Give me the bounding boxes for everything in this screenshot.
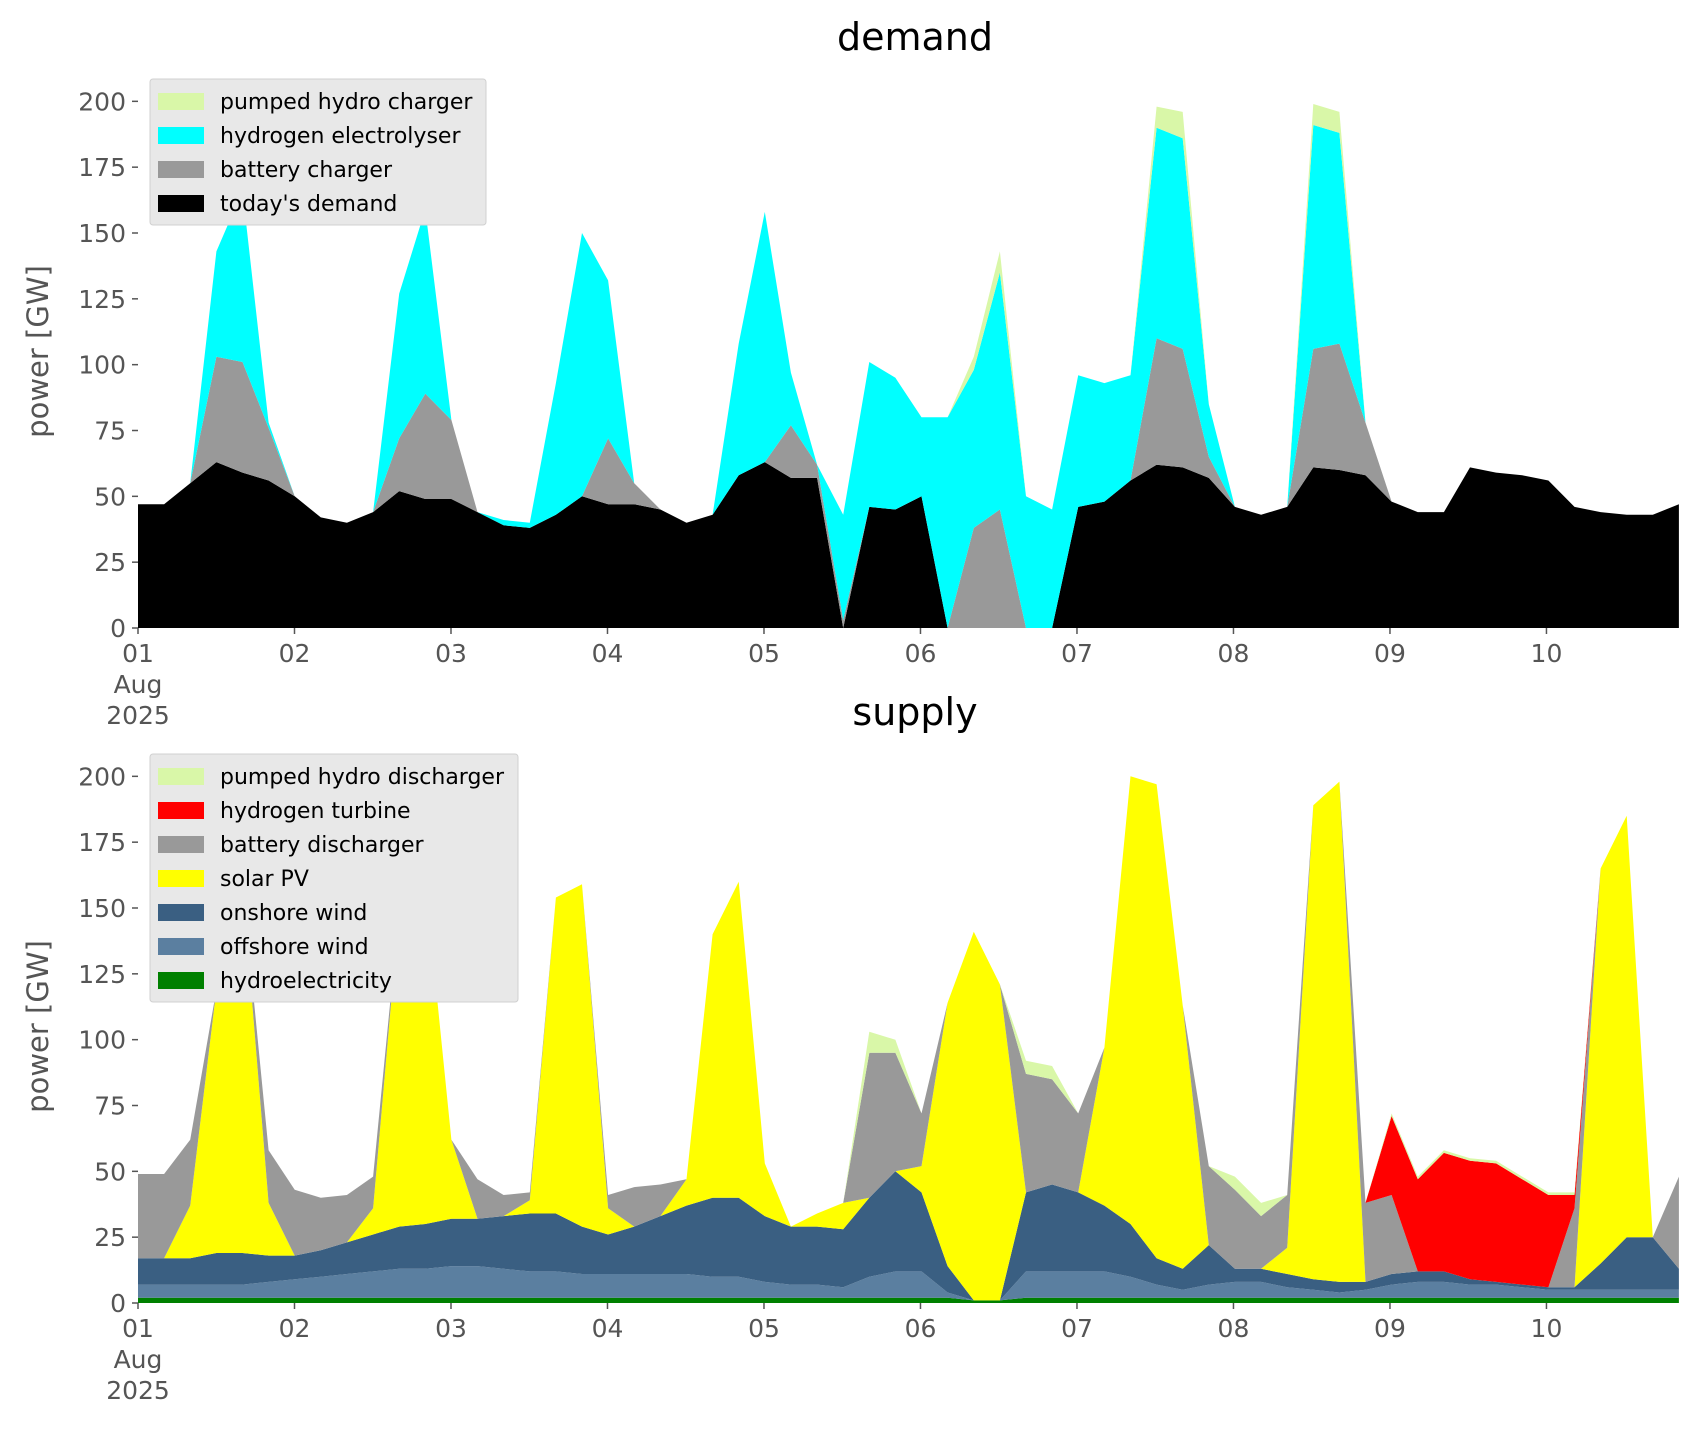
area-hydrogen-turbine	[138, 776, 1679, 1288]
legend-swatch-today-s-demand	[158, 195, 204, 212]
y-tick-label: 125	[78, 285, 126, 314]
x-tick-label: 02	[279, 639, 311, 668]
chart-title: supply	[852, 690, 977, 734]
legend-label-battery-discharger: battery discharger	[220, 833, 425, 858]
x-tick-label: 05	[748, 1314, 780, 1343]
legend-label-pumped-hydro-discharger: pumped hydro discharger	[220, 765, 505, 790]
legend-label-solar-pv: solar PV	[220, 867, 309, 892]
legend-swatch-hydroelectricity	[158, 972, 204, 989]
x-tick-label: 10	[1531, 1314, 1563, 1343]
legend-label-hydroelectricity: hydroelectricity	[220, 969, 392, 994]
y-axis-label: power [GW]	[21, 940, 55, 1113]
legend-label-hydrogen-turbine: hydrogen turbine	[220, 799, 411, 824]
y-tick-label: 75	[94, 1092, 126, 1121]
y-tick-label: 175	[78, 828, 126, 857]
y-tick-label: 75	[94, 417, 126, 446]
area-battery-charger	[138, 338, 1679, 628]
x-tick-label: 08	[1218, 1314, 1250, 1343]
legend-label-hydrogen-electrolyser: hydrogen electrolyser	[220, 124, 461, 149]
legend-swatch-hydrogen-turbine	[158, 802, 204, 819]
legend-swatch-offshore-wind	[158, 938, 204, 955]
x-tick-label: 07	[1061, 639, 1093, 668]
y-tick-label: 50	[94, 1157, 126, 1186]
legend-swatch-hydrogen-electrolyser	[158, 127, 204, 144]
x-tick-label: 04	[592, 639, 624, 668]
x-tick-label: 01 Aug 2025	[106, 639, 170, 730]
y-tick-label: 150	[78, 894, 126, 923]
legend-swatch-pumped-hydro-charger	[158, 93, 204, 110]
legend-label-battery-charger: battery charger	[220, 158, 393, 183]
x-tick-label: 09	[1374, 639, 1406, 668]
legend: pumped hydro discharger hydrogen turbine b…	[149, 753, 519, 1003]
y-tick-label: 0	[110, 614, 126, 643]
y-tick-label: 50	[94, 482, 126, 511]
y-tick-label: 100	[78, 351, 126, 380]
legend-box	[149, 753, 519, 1003]
legend-label-onshore-wind: onshore wind	[220, 901, 367, 926]
area-offshore-wind	[138, 1266, 1679, 1301]
y-tick-label: 200	[78, 762, 126, 791]
legend-swatch-battery-charger	[158, 161, 204, 178]
y-tick-label: 200	[78, 87, 126, 116]
x-tick-label: 01 Aug 2025	[106, 1314, 170, 1405]
x-tick-label: 07	[1061, 1314, 1093, 1343]
x-tick-label: 05	[748, 639, 780, 668]
legend-label-offshore-wind: offshore wind	[220, 935, 369, 960]
x-tick-label: 06	[905, 639, 937, 668]
x-tick-label: 02	[279, 1314, 311, 1343]
area-today-s-demand	[138, 462, 1679, 628]
y-tick-label: 175	[78, 153, 126, 182]
area-battery-discharger	[138, 776, 1679, 1288]
legend-box	[149, 78, 487, 226]
x-tick-label: 10	[1531, 639, 1563, 668]
legend-swatch-pumped-hydro-discharger	[158, 768, 204, 785]
y-axis-label: power [GW]	[21, 265, 55, 438]
legend-label-today-s-demand: today's demand	[220, 192, 397, 217]
x-tick-label: 06	[905, 1314, 937, 1343]
legend-swatch-battery-discharger	[158, 836, 204, 853]
y-tick-label: 100	[78, 1026, 126, 1055]
y-tick-label: 25	[94, 548, 126, 577]
legend-label-pumped-hydro-charger: pumped hydro charger	[220, 90, 473, 115]
x-tick-label: 09	[1374, 1314, 1406, 1343]
x-tick-label: 08	[1218, 639, 1250, 668]
x-tick-label: 03	[435, 1314, 467, 1343]
x-tick-label: 04	[592, 1314, 624, 1343]
y-tick-label: 0	[110, 1289, 126, 1318]
legend-swatch-onshore-wind	[158, 904, 204, 921]
area-solar-pv	[138, 776, 1679, 1301]
area-onshore-wind	[138, 1171, 1679, 1301]
y-tick-label: 125	[78, 960, 126, 989]
chart-title: demand	[837, 15, 993, 59]
y-tick-label: 150	[78, 219, 126, 248]
y-tick-label: 25	[94, 1223, 126, 1252]
area-hydroelectricity	[138, 1297, 1679, 1303]
x-tick-label: 03	[435, 639, 467, 668]
legend: pumped hydro charger hydrogen electrolyse…	[149, 78, 487, 226]
legend-swatch-solar-pv	[158, 870, 204, 887]
